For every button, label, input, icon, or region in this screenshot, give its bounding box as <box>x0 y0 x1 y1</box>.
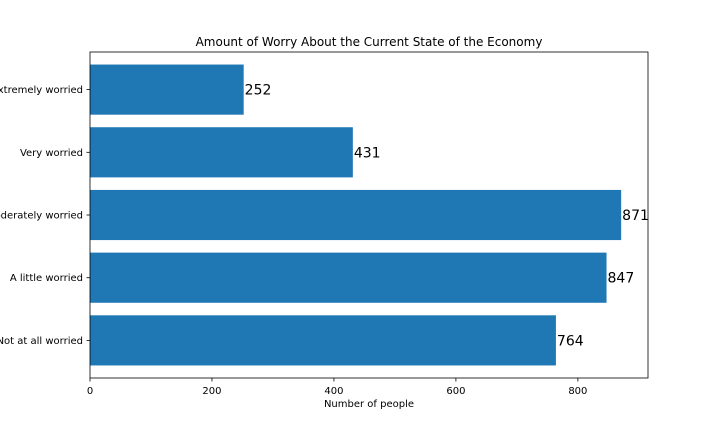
x-tick-label-400: 400 <box>324 386 343 397</box>
bar-moderately-worried <box>90 189 622 241</box>
data-label-very-worried: 431 <box>354 145 381 161</box>
x-tick-label-0: 0 <box>87 386 93 397</box>
data-label-extremely-worried: 252 <box>245 83 272 99</box>
y-tick-label-moderately-worried: Moderately worried <box>0 211 83 222</box>
plot-frame <box>89 51 649 379</box>
data-label-a-little-worried: 847 <box>608 271 635 287</box>
bar-very-worried <box>90 127 353 178</box>
bar-not-at-all-worried <box>90 315 556 366</box>
bar-extremely-worried <box>90 64 244 115</box>
y-tick-labels: Not at all worried A little worried Modera… <box>0 85 90 347</box>
y-tick-label-not-at-all-worried: Not at all worried <box>0 336 83 347</box>
data-label-not-at-all-worried: 764 <box>557 333 584 349</box>
y-tick-label-very-worried: Very worried <box>20 148 83 159</box>
y-tick-label-a-little-worried: A little worried <box>10 273 83 284</box>
x-axis-label: Number of people <box>324 399 414 410</box>
x-tick-label-600: 600 <box>446 386 465 397</box>
y-tick-label-extremely-worried: Extremely worried <box>0 85 83 96</box>
x-tick-label-200: 200 <box>202 386 221 397</box>
x-tick-label-800: 800 <box>568 386 587 397</box>
bar-a-little-worried <box>90 252 607 303</box>
x-ticks: 0 200 400 600 800 <box>87 378 587 397</box>
data-label-moderately-worried: 871 <box>622 208 649 224</box>
chart-title: Amount of Worry About the Current State … <box>196 35 543 49</box>
bars-group: 764 847 871 431 252 <box>90 64 649 366</box>
